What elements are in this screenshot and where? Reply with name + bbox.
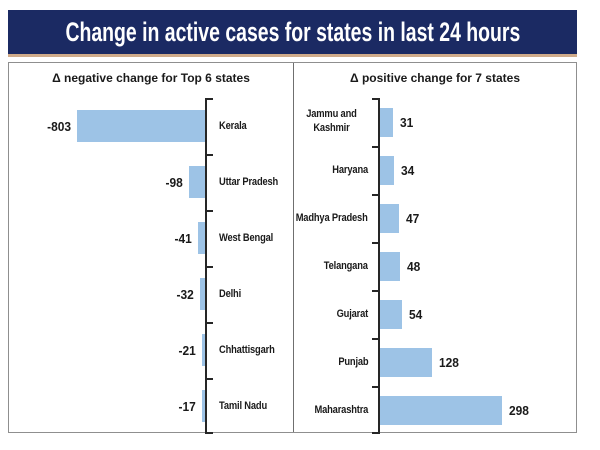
category-label-text: Madhya Pradesh (296, 212, 368, 224)
category-label-text: Chhattisgarh (219, 344, 275, 356)
axis-tick (207, 378, 213, 380)
axis-tick (207, 154, 213, 156)
title-bar: Change in active cases for states in las… (8, 10, 577, 57)
positive-change-chart: 31 Jammu and Kashmir 34 Haryana 47 Madhya Pra… (294, 98, 576, 434)
value-label-text: -32 (176, 286, 194, 302)
value-label-text: -803 (47, 118, 71, 134)
value-label: 48 (407, 242, 421, 290)
bar (380, 156, 394, 185)
value-label: -21 (9, 322, 196, 378)
bar (200, 278, 205, 310)
bar (380, 204, 399, 233)
negative-panel-header: Δ negative change for Top 6 states (52, 71, 250, 85)
category-label: Haryana (326, 146, 368, 194)
axis-tick (372, 386, 378, 388)
category-label: Uttar Pradesh (219, 154, 289, 210)
category-label: Delhi (219, 266, 245, 322)
category-label-text: Haryana (332, 164, 368, 176)
category-label-text: Tamil Nadu (219, 400, 268, 412)
value-label: -41 (9, 210, 192, 266)
category-label: Gujarat (331, 290, 368, 338)
axis-tick (207, 432, 213, 434)
axis-tick (207, 266, 213, 268)
axis-tick (372, 290, 378, 292)
value-label-text: 34 (401, 162, 415, 178)
value-label-text: 54 (409, 306, 423, 322)
value-label: -98 (9, 154, 183, 210)
value-label: 34 (401, 146, 415, 194)
value-label: 298 (509, 386, 531, 434)
category-label: Madhya Pradesh (283, 194, 368, 242)
value-label-text: 128 (439, 354, 459, 370)
bar (202, 390, 205, 422)
value-label: 128 (439, 338, 461, 386)
bar (380, 300, 402, 329)
category-label: Tamil Nadu (219, 378, 275, 434)
value-label-text: 31 (400, 114, 414, 130)
category-label-text: Punjab (337, 356, 368, 368)
value-label-text: 47 (406, 210, 420, 226)
value-label-text: -17 (178, 398, 196, 414)
value-label: 47 (406, 194, 420, 242)
category-label-text: Jammu and Kashmir (306, 108, 357, 134)
axis-tick (372, 432, 378, 434)
value-label-text: -41 (174, 230, 192, 246)
value-label: 31 (400, 98, 414, 146)
category-label: Maharashtra (305, 386, 368, 434)
category-label-text: Gujarat (336, 308, 368, 320)
positive-panel-header: Δ positive change for 7 states (349, 71, 520, 85)
category-label-text: Telangana (323, 260, 368, 272)
value-label: -17 (9, 378, 196, 434)
axis-tick (372, 242, 378, 244)
bar (380, 108, 393, 137)
category-label-text: West Bengal (219, 232, 274, 244)
category-label: Jammu and Kashmir (282, 98, 368, 146)
bar (198, 222, 205, 254)
bar (380, 396, 502, 425)
category-label: West Bengal (219, 210, 283, 266)
category-label-text: Kerala (219, 120, 247, 132)
value-label-text: -98 (165, 174, 183, 190)
positive-change-panel: Δ positive change for 7 states 31 Jammu a… (294, 63, 576, 434)
negative-change-chart: -803 Kerala -98 Uttar Pradesh -41 West Bengal… (9, 98, 293, 434)
bar (189, 166, 205, 198)
axis-tick (207, 98, 213, 100)
axis-tick (372, 98, 378, 100)
bar (77, 110, 205, 142)
value-label-text: -21 (178, 342, 196, 358)
value-label: -32 (9, 266, 194, 322)
axis-tick (372, 194, 378, 196)
negative-change-panel: Δ negative change for Top 6 states -803 K… (9, 63, 294, 434)
value-label-text: 298 (509, 402, 529, 418)
bar (202, 334, 205, 366)
category-label-text: Maharashtra (314, 404, 368, 416)
category-label: Chhattisgarh (219, 322, 284, 378)
content-block: Change in active cases for states in las… (8, 10, 577, 434)
category-label: Punjab (333, 338, 368, 386)
value-label: 54 (409, 290, 423, 338)
axis-tick (372, 338, 378, 340)
axis-tick (372, 146, 378, 148)
category-label-text: Uttar Pradesh (219, 176, 279, 188)
category-axis-line (378, 98, 380, 434)
bar (380, 252, 400, 281)
axis-tick (207, 210, 213, 212)
charts-container: Δ negative change for Top 6 states -803 K… (8, 62, 577, 434)
axis-tick (207, 322, 213, 324)
category-label: Kerala (219, 98, 251, 154)
category-label: Telangana (316, 242, 368, 290)
value-label-text: 48 (407, 258, 421, 274)
page-title: Change in active cases for states in las… (65, 16, 520, 47)
category-axis-line (205, 98, 207, 434)
value-label: -803 (9, 98, 71, 154)
category-label-text: Delhi (219, 288, 242, 300)
bar (380, 348, 432, 377)
